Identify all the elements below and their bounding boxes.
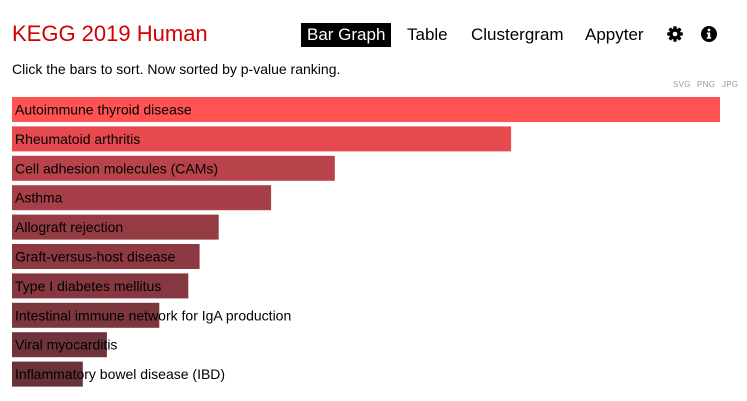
bar-label-1: Autoimmune thyroid disease: [15, 102, 192, 118]
bar-label-7: Type I diabetes mellitus: [15, 278, 161, 294]
bar-3[interactable]: [12, 155, 335, 181]
bar-label-2: Rheumatoid arthritis: [15, 131, 140, 147]
bar-label-4: Asthma: [15, 190, 63, 206]
page-title: KEGG 2019 Human: [12, 21, 208, 46]
tab-table[interactable]: Table: [407, 25, 448, 44]
bar-label-9: Viral myocarditis: [15, 337, 117, 353]
bar-label-8: Intestinal immune network for IgA produc…: [15, 307, 291, 323]
app-header: KEGG 2019 Human Bar Graph Table Clusterg…: [0, 0, 747, 56]
tab-clustergram[interactable]: Clustergram: [471, 25, 564, 44]
bar-7[interactable]: [12, 273, 189, 299]
bar-1[interactable]: [12, 97, 720, 122]
bar-5[interactable]: [12, 214, 219, 240]
export-jpg-link[interactable]: JPG: [722, 80, 739, 89]
bar-10[interactable]: [12, 361, 83, 387]
bar-label-5: Allograft rejection: [15, 219, 123, 235]
sort-instructions: Click the bars to sort. Now sorted by p-…: [12, 61, 341, 77]
gear-icon[interactable]: [666, 25, 684, 43]
bar-4[interactable]: [12, 185, 272, 211]
bar-label-10: Inflammatory bowel disease (IBD): [15, 366, 225, 382]
tab-appyter[interactable]: Appyter: [585, 25, 644, 44]
tab-bar-graph[interactable]: Bar Graph: [301, 23, 392, 47]
bar-2[interactable]: [12, 126, 512, 152]
bar-chart: Autoimmune thyroid disease Rheumatoid art…: [12, 97, 720, 387]
bar-9[interactable]: [12, 332, 107, 358]
export-png-link[interactable]: PNG: [697, 80, 716, 89]
info-icon-graphic: [701, 26, 717, 42]
bar-8[interactable]: [12, 302, 160, 328]
bar-6[interactable]: [12, 244, 200, 269]
bar-label-3: Cell adhesion molecules (CAMs): [15, 160, 218, 176]
info-icon[interactable]: [700, 25, 718, 43]
bar-label-6: Graft-versus-host disease: [15, 249, 175, 265]
gear-icon-graphic: [667, 26, 683, 42]
export-svg-link[interactable]: SVG: [673, 80, 691, 89]
